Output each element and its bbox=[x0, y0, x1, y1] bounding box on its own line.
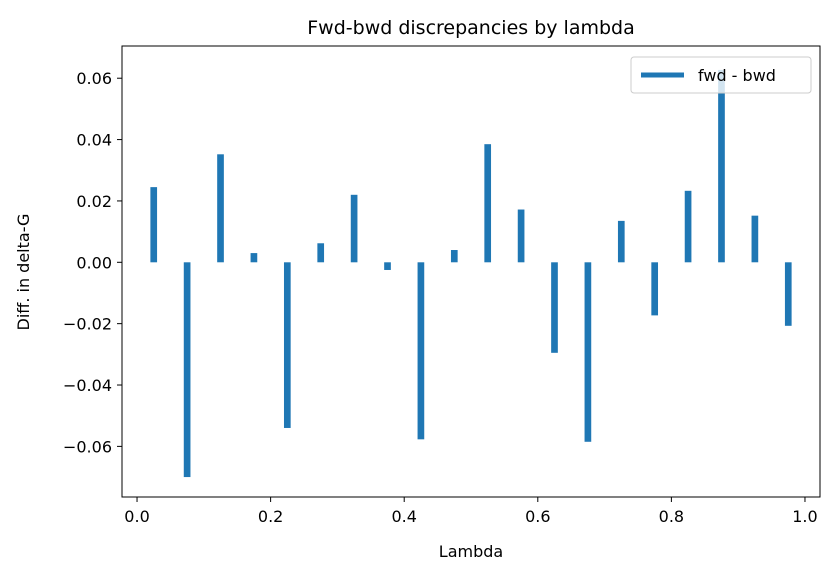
y-ticks: −0.06 −0.04 −0.02 0.00 0.02 0.04 0.06 bbox=[63, 69, 122, 456]
bar-4 bbox=[250, 253, 258, 263]
bar-13 bbox=[551, 262, 558, 353]
bar-7 bbox=[350, 194, 358, 263]
bar-12 bbox=[517, 209, 525, 263]
bar-5 bbox=[283, 262, 291, 428]
plot-frame bbox=[121, 45, 821, 498]
y-tick-label: −0.02 bbox=[63, 315, 112, 334]
y-tick-label: 0.04 bbox=[76, 131, 112, 150]
y-tick-label: 0.02 bbox=[76, 192, 112, 211]
y-tick-label: 0.06 bbox=[76, 69, 112, 88]
bar-14 bbox=[584, 262, 592, 442]
bar-19 bbox=[751, 215, 759, 263]
bar-17 bbox=[684, 190, 692, 263]
x-ticks: 0.0 0.2 0.4 0.6 0.8 1.0 bbox=[124, 497, 818, 526]
bar-15 bbox=[617, 220, 625, 263]
y-axis-label: Diff. in delta-G bbox=[14, 214, 33, 331]
bar-6 bbox=[317, 243, 325, 263]
bar-10 bbox=[450, 250, 458, 263]
x-tick-label: 0.4 bbox=[391, 507, 416, 526]
bar-1 bbox=[150, 187, 158, 263]
chart-title: Fwd-bwd discrepancies by lambda bbox=[307, 17, 635, 39]
bar-11 bbox=[484, 144, 492, 263]
bar-18 bbox=[718, 69, 725, 263]
y-tick-label: −0.04 bbox=[63, 376, 112, 395]
x-tick-label: 0.0 bbox=[124, 507, 149, 526]
x-axis-label: Lambda bbox=[439, 542, 503, 561]
bar-2 bbox=[183, 262, 191, 478]
bar-20 bbox=[784, 262, 792, 326]
x-tick-label: 0.2 bbox=[258, 507, 283, 526]
y-tick-label: −0.06 bbox=[63, 437, 112, 456]
legend-label: fwd - bwd bbox=[698, 66, 776, 85]
bar-3 bbox=[217, 154, 224, 263]
bar-9 bbox=[417, 262, 425, 440]
bars bbox=[150, 69, 792, 478]
bar-16 bbox=[651, 262, 659, 316]
bar-8 bbox=[384, 262, 391, 270]
legend-box bbox=[630, 56, 812, 94]
x-tick-label: 0.6 bbox=[525, 507, 550, 526]
y-tick-label: 0.00 bbox=[76, 253, 112, 272]
x-tick-label: 0.8 bbox=[659, 507, 684, 526]
legend: fwd - bwd bbox=[630, 56, 812, 94]
x-tick-label: 1.0 bbox=[792, 507, 817, 526]
